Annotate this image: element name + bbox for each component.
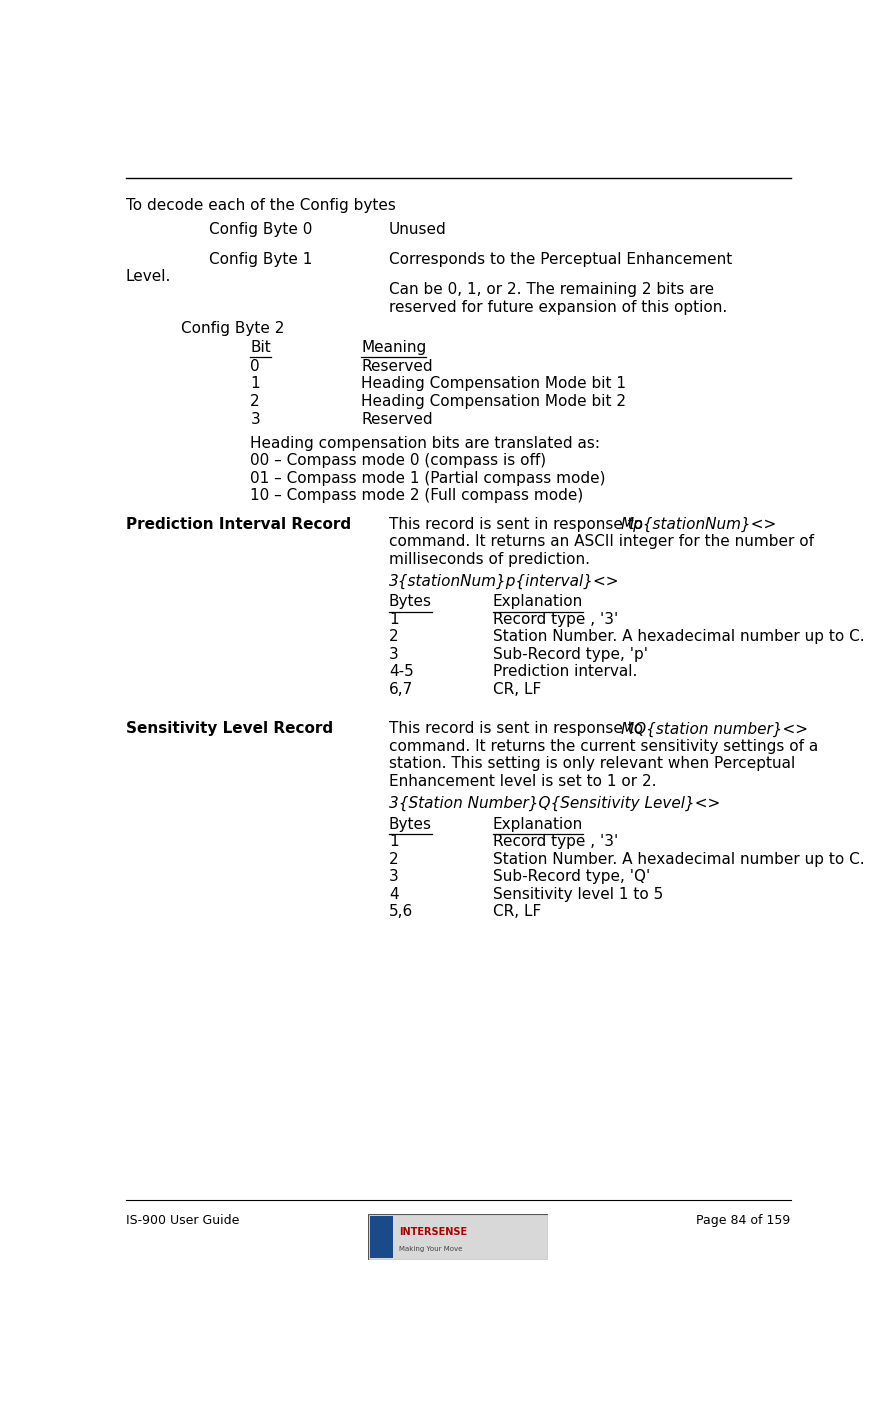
Text: 3: 3 bbox=[389, 869, 399, 884]
Text: To decode each of the Config bytes: To decode each of the Config bytes bbox=[125, 198, 395, 213]
Text: Explanation: Explanation bbox=[493, 594, 583, 610]
Text: Bit: Bit bbox=[250, 340, 271, 356]
Text: 3{Station Number}Q{Sensitivity Level}<>: 3{Station Number}Q{Sensitivity Level}<> bbox=[389, 796, 721, 811]
Text: Sub-Record type, 'p': Sub-Record type, 'p' bbox=[493, 647, 648, 661]
Text: Can be 0, 1, or 2. The remaining 2 bits are: Can be 0, 1, or 2. The remaining 2 bits … bbox=[389, 283, 714, 297]
Text: Heading Compensation Mode bit 1: Heading Compensation Mode bit 1 bbox=[361, 377, 626, 391]
Text: Config Byte 1: Config Byte 1 bbox=[209, 252, 312, 267]
Text: 5,6: 5,6 bbox=[389, 904, 413, 919]
Text: Station Number. A hexadecimal number up to C.: Station Number. A hexadecimal number up … bbox=[493, 852, 864, 866]
Text: Corresponds to the Perceptual Enhancement: Corresponds to the Perceptual Enhancemen… bbox=[389, 252, 732, 267]
Text: 4: 4 bbox=[389, 887, 399, 902]
Text: Reserved: Reserved bbox=[361, 358, 433, 374]
Text: 4-5: 4-5 bbox=[389, 664, 414, 680]
Text: This record is sent in response to: This record is sent in response to bbox=[389, 516, 648, 532]
Text: Page 84 of 159: Page 84 of 159 bbox=[696, 1214, 791, 1227]
Text: Mp{stationNum}<>: Mp{stationNum}<> bbox=[621, 516, 777, 532]
Text: IS-900 User Guide: IS-900 User Guide bbox=[125, 1214, 239, 1227]
Text: command. It returns an ASCII integer for the number of: command. It returns an ASCII integer for… bbox=[389, 535, 814, 549]
Text: 1: 1 bbox=[389, 835, 399, 849]
Text: This record is sent in response to: This record is sent in response to bbox=[389, 721, 648, 737]
Text: reserved for future expansion of this option.: reserved for future expansion of this op… bbox=[389, 300, 727, 314]
Text: Prediction interval.: Prediction interval. bbox=[493, 664, 637, 680]
Text: 00 – Compass mode 0 (compass is off): 00 – Compass mode 0 (compass is off) bbox=[250, 454, 546, 468]
Text: Heading Compensation Mode bit 2: Heading Compensation Mode bit 2 bbox=[361, 394, 626, 410]
Text: 3{stationNum}p{interval}<>: 3{stationNum}p{interval}<> bbox=[389, 573, 620, 589]
Text: 6,7: 6,7 bbox=[389, 683, 413, 697]
Text: 10 – Compass mode 2 (Full compass mode): 10 – Compass mode 2 (Full compass mode) bbox=[250, 488, 584, 503]
Text: MQ{station number}<>: MQ{station number}<> bbox=[621, 721, 808, 737]
Text: Unused: Unused bbox=[389, 222, 447, 237]
Text: 2: 2 bbox=[250, 394, 260, 410]
Text: 3: 3 bbox=[250, 411, 260, 427]
Text: 1: 1 bbox=[250, 377, 260, 391]
Text: CR, LF: CR, LF bbox=[493, 904, 541, 919]
Text: 2: 2 bbox=[389, 852, 399, 866]
Text: Record type , '3': Record type , '3' bbox=[493, 835, 618, 849]
Text: 01 – Compass mode 1 (Partial compass mode): 01 – Compass mode 1 (Partial compass mod… bbox=[250, 471, 606, 486]
Text: Record type , '3': Record type , '3' bbox=[493, 611, 618, 627]
Text: Station Number. A hexadecimal number up to C.: Station Number. A hexadecimal number up … bbox=[493, 630, 864, 644]
Text: Sub-Record type, 'Q': Sub-Record type, 'Q' bbox=[493, 869, 650, 884]
Text: Heading compensation bits are translated as:: Heading compensation bits are translated… bbox=[250, 435, 600, 451]
Text: 1: 1 bbox=[389, 611, 399, 627]
Text: Reserved: Reserved bbox=[361, 411, 433, 427]
Text: Config Byte 0: Config Byte 0 bbox=[209, 222, 312, 237]
Text: 3: 3 bbox=[389, 647, 399, 661]
Text: station. This setting is only relevant when Perceptual: station. This setting is only relevant w… bbox=[389, 757, 795, 771]
Text: Bytes: Bytes bbox=[389, 816, 432, 832]
Text: command. It returns the current sensitivity settings of a: command. It returns the current sensitiv… bbox=[389, 739, 818, 754]
Text: Bytes: Bytes bbox=[389, 594, 432, 610]
Text: milliseconds of prediction.: milliseconds of prediction. bbox=[389, 552, 590, 567]
Text: Level.: Level. bbox=[125, 269, 171, 284]
Text: Explanation: Explanation bbox=[493, 816, 583, 832]
Text: Sensitivity level 1 to 5: Sensitivity level 1 to 5 bbox=[493, 887, 663, 902]
Text: Config Byte 2: Config Byte 2 bbox=[181, 320, 284, 336]
Text: CR, LF: CR, LF bbox=[493, 683, 541, 697]
Text: 2: 2 bbox=[389, 630, 399, 644]
Text: Enhancement level is set to 1 or 2.: Enhancement level is set to 1 or 2. bbox=[389, 774, 656, 789]
Text: Prediction Interval Record: Prediction Interval Record bbox=[125, 516, 350, 532]
Text: Meaning: Meaning bbox=[361, 340, 426, 356]
Text: 0: 0 bbox=[250, 358, 260, 374]
Text: Sensitivity Level Record: Sensitivity Level Record bbox=[125, 721, 333, 737]
